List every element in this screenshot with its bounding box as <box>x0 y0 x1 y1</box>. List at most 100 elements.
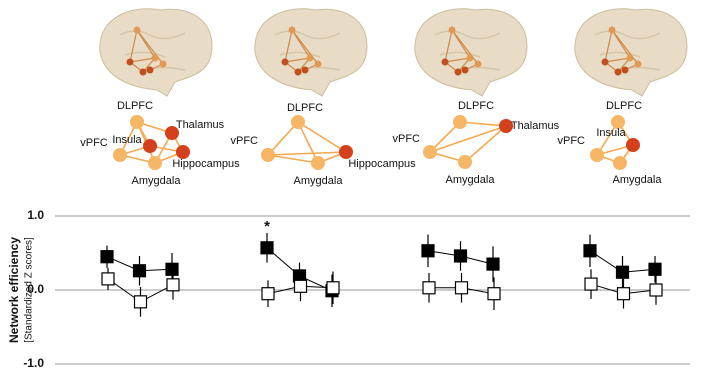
y-axis-sublabel: [Standardized Z scores] <box>24 237 35 343</box>
brain-edge <box>284 57 311 63</box>
network: DLPFC Thalamus vPFC Amygdala <box>393 100 560 186</box>
brain-edge <box>284 29 293 63</box>
network-node <box>611 115 625 129</box>
marker <box>615 265 630 279</box>
network-edge <box>297 121 347 153</box>
brain-edge <box>611 29 639 65</box>
brain-node <box>146 66 154 74</box>
brain-edge <box>129 29 138 63</box>
brain-node <box>461 66 469 74</box>
brain-node <box>601 58 609 66</box>
marker <box>422 281 436 295</box>
network-edge <box>429 125 507 153</box>
network-edge <box>297 121 319 164</box>
node-label: DLPFC <box>458 100 494 112</box>
network-edge <box>459 121 507 127</box>
node-label: DLPFC <box>117 100 153 112</box>
brain-node <box>281 58 289 66</box>
brain-shape <box>414 8 528 97</box>
brain-edge <box>129 57 156 63</box>
marker <box>616 287 631 301</box>
brain-node <box>126 58 134 66</box>
marker <box>260 241 274 255</box>
brain <box>254 8 368 97</box>
brain-node <box>159 60 167 68</box>
marker <box>100 250 114 264</box>
network-node <box>311 156 325 170</box>
network-node <box>165 126 179 140</box>
y-axis-label: Network efficiency <box>7 237 21 343</box>
brain-node <box>306 54 314 62</box>
brain-node <box>614 68 622 76</box>
network-node <box>423 145 437 159</box>
brain-node <box>448 26 456 34</box>
network-node <box>291 115 305 129</box>
brain-shape <box>99 8 213 97</box>
y-tick-label: 0.0 <box>27 282 44 296</box>
marker <box>133 295 148 309</box>
marker <box>486 257 500 271</box>
node-label: Amygdala <box>132 175 182 187</box>
marker <box>487 287 501 301</box>
node-label: Thalamus <box>511 120 560 132</box>
network-edge <box>267 121 299 156</box>
node-label: Amygdala <box>294 175 344 187</box>
network-node <box>613 156 627 170</box>
network-node <box>143 139 157 153</box>
marker <box>326 281 340 295</box>
brain <box>414 8 528 97</box>
node-label: DLPFC <box>287 102 323 114</box>
node-label: Insula <box>112 134 142 146</box>
network-node <box>453 115 467 129</box>
marker <box>261 287 275 301</box>
node-label: vPFC <box>393 133 421 145</box>
node-label: Thalamus <box>176 119 225 131</box>
brain-node <box>314 60 322 68</box>
brain-node <box>634 60 642 68</box>
brain-node <box>151 54 159 62</box>
network: DLPFC Thalamus Insula vPFC Hippocampus Amygda… <box>80 100 240 187</box>
brain-node <box>301 66 309 74</box>
network-node <box>148 156 162 170</box>
brain-edge <box>604 57 631 63</box>
network-edge <box>429 121 461 153</box>
marker <box>421 244 435 258</box>
y-tick-label: -1.0 <box>23 356 44 370</box>
marker <box>648 262 662 276</box>
brain-node <box>441 58 449 66</box>
node-label: Insula <box>596 127 626 139</box>
network-node <box>626 138 640 152</box>
network-edge <box>267 154 319 164</box>
network-node <box>176 145 190 159</box>
brain-node <box>626 54 634 62</box>
brain-node <box>621 66 629 74</box>
network: DLPFC Insula vPFC Amygdala <box>558 100 663 186</box>
brain-edge <box>136 29 164 65</box>
brain-edge <box>444 29 453 63</box>
y-tick-label: 1.0 <box>27 208 44 222</box>
marker <box>101 272 115 286</box>
node-label: Hippocampus <box>348 158 416 170</box>
node-label: vPFC <box>80 137 108 149</box>
marker <box>132 264 147 278</box>
node-label: DLPFC <box>606 100 642 112</box>
marker <box>165 262 179 276</box>
network-edge <box>464 125 507 163</box>
marker <box>453 249 468 263</box>
marker <box>584 277 598 291</box>
network-node <box>590 148 604 162</box>
network-node <box>261 148 275 162</box>
brain <box>574 8 688 97</box>
brain-node <box>133 26 141 34</box>
node-label: Amygdala <box>613 174 663 186</box>
brain-shape <box>574 8 688 97</box>
brain-shape <box>254 8 368 97</box>
brain-node <box>466 54 474 62</box>
marker <box>454 281 469 295</box>
network-edge <box>267 151 347 156</box>
marker <box>293 279 308 293</box>
node-label: Hippocampus <box>172 158 240 170</box>
network-node <box>458 155 472 169</box>
brain-edge <box>444 57 471 63</box>
